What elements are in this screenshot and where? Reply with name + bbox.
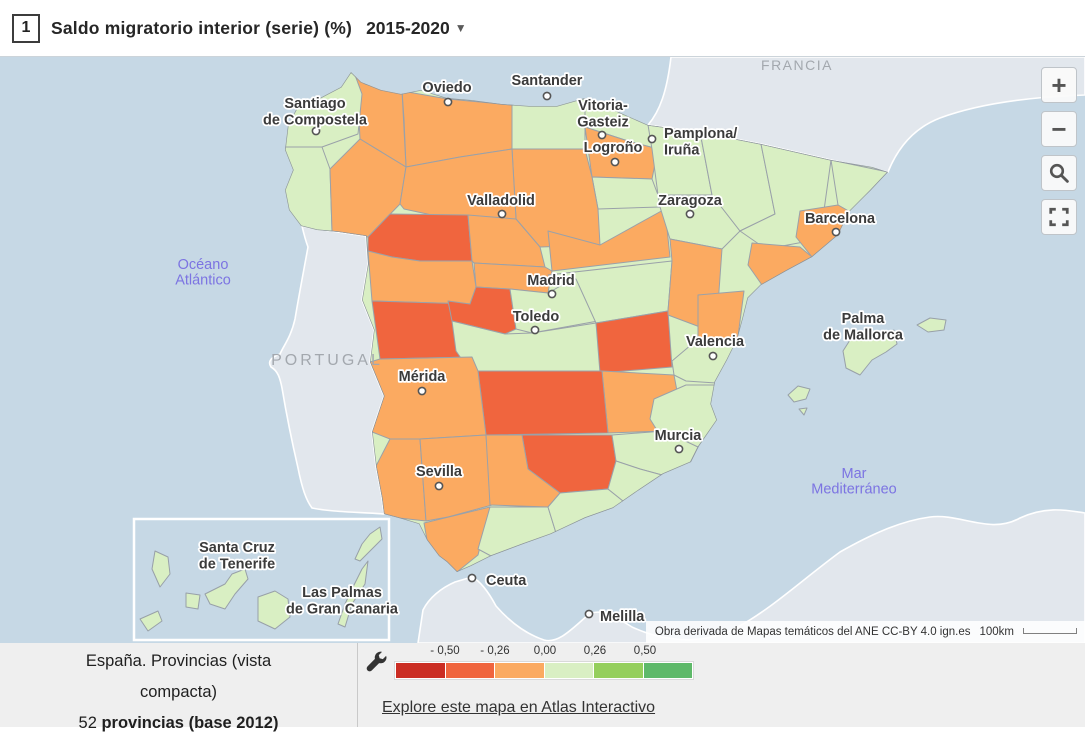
province-region[interactable] bbox=[547, 208, 671, 272]
legend-labels: - 0,50 - 0,26 0,00 0,26 0,50 bbox=[394, 645, 696, 659]
map-title: Saldo migratorio interior (serie) (%) bbox=[51, 17, 353, 38]
city-label: Las Palmas de Gran Canaria bbox=[286, 585, 399, 618]
city-labels: Santiago de Compostela Oviedo Santander Vito… bbox=[197, 71, 905, 627]
balearic-islands[interactable] bbox=[787, 317, 947, 416]
city-marker bbox=[530, 325, 540, 335]
province-region[interactable] bbox=[419, 434, 493, 522]
chevron-down-icon[interactable]: ▼ bbox=[454, 21, 467, 35]
city-marker bbox=[610, 157, 620, 167]
city-marker bbox=[311, 126, 321, 136]
city-marker bbox=[542, 91, 552, 101]
region-title: España. Provincias (vista compacta) bbox=[85, 652, 272, 701]
water-label: Mar Mediterráneo bbox=[811, 466, 896, 498]
legend-tick-label: 0,26 bbox=[583, 645, 607, 657]
map-canvas[interactable]: FRANCIA PORTUGAL Océano Atlántico Mar Mediter… bbox=[0, 57, 1085, 643]
region-summary: España. Provincias (vista compacta) 52 p… bbox=[0, 643, 358, 732]
portugal-land bbox=[268, 224, 385, 515]
province-region[interactable] bbox=[595, 310, 673, 374]
city-marker bbox=[467, 573, 477, 583]
search-zoom-button[interactable] bbox=[1041, 155, 1077, 191]
france-land bbox=[646, 57, 1085, 173]
legend-swatch bbox=[544, 663, 593, 678]
legend-tick-label: 0,00 bbox=[533, 645, 557, 657]
city-label: Palma de Mallorca bbox=[823, 311, 904, 344]
province-regions bbox=[285, 72, 888, 572]
city-marker bbox=[674, 444, 684, 454]
explore-atlas-link[interactable]: Explore este mapa en Atlas Interactivo bbox=[382, 699, 656, 716]
city-marker bbox=[597, 130, 607, 140]
map-legend: - 0,50 - 0,26 0,00 0,26 0,50 bbox=[394, 645, 696, 680]
zoom-out-button[interactable]: − bbox=[1041, 111, 1077, 147]
province-region[interactable] bbox=[477, 370, 609, 436]
city-marker bbox=[547, 289, 557, 299]
legend-swatches bbox=[394, 661, 694, 680]
attribution-text: Obra derivada de Mapas temáticos del ANE… bbox=[654, 626, 971, 638]
province-region[interactable] bbox=[591, 176, 661, 210]
city-label: Barcelona bbox=[805, 211, 876, 227]
canary-inset[interactable] bbox=[132, 517, 391, 642]
city-label: Santander bbox=[512, 73, 583, 89]
legend-swatch bbox=[594, 663, 643, 678]
period-selector[interactable]: 2015-2020 bbox=[366, 17, 450, 38]
city-label: Murcia bbox=[655, 428, 703, 444]
legend-tick-label: - 0,50 bbox=[430, 645, 460, 657]
city-label: Melilla bbox=[600, 609, 645, 625]
city-marker bbox=[647, 134, 657, 144]
city-label: Logroño bbox=[584, 140, 643, 156]
city-marker bbox=[497, 209, 507, 219]
city-marker bbox=[434, 481, 444, 491]
legend-swatch bbox=[445, 663, 494, 678]
wrench-icon[interactable] bbox=[364, 651, 389, 681]
zoom-in-button[interactable]: + bbox=[1041, 67, 1077, 103]
city-label: Zaragoza bbox=[658, 193, 723, 209]
map-header: 1 Saldo migratorio interior (serie) (%) … bbox=[0, 0, 1085, 57]
legend-swatch bbox=[396, 663, 445, 678]
city-label: Santiago de Compostela bbox=[263, 96, 368, 129]
city-label: Ceuta bbox=[486, 573, 527, 589]
city-markers bbox=[311, 91, 841, 619]
legend-tick-label: 0,50 bbox=[633, 645, 657, 657]
city-marker bbox=[708, 351, 718, 361]
search-icon bbox=[1049, 163, 1069, 183]
city-label: Vitoria-Gasteiz bbox=[577, 98, 629, 131]
city-label: Toledo bbox=[513, 309, 560, 325]
map-attribution: Obra derivada de Mapas temáticos del ANE… bbox=[645, 621, 1085, 643]
city-marker bbox=[443, 97, 453, 107]
legend-swatch bbox=[495, 663, 544, 678]
city-label: Sevilla bbox=[416, 464, 463, 480]
city-marker bbox=[584, 609, 594, 619]
city-label: Santa Cruz de Tenerife bbox=[199, 540, 275, 573]
country-label: FRANCIA bbox=[761, 57, 833, 73]
fullscreen-icon bbox=[1049, 207, 1069, 227]
info-panel: España. Provincias (vista compacta) 52 p… bbox=[0, 643, 1085, 732]
city-label: Mérida bbox=[399, 369, 447, 385]
legend-swatch bbox=[643, 663, 692, 678]
map-controls: + − bbox=[1041, 67, 1077, 235]
legend-tick-label: - 0,26 bbox=[480, 645, 510, 657]
city-label: Madrid bbox=[527, 273, 575, 289]
region-count: 52 provincias (base 2012) bbox=[78, 714, 279, 732]
water-label: Océano Atlántico bbox=[175, 257, 231, 289]
spain-coastline bbox=[285, 72, 888, 572]
city-marker bbox=[831, 227, 841, 237]
province-region[interactable] bbox=[367, 213, 473, 262]
map-index-badge: 1 bbox=[12, 13, 40, 43]
city-label: Oviedo bbox=[422, 80, 471, 96]
city-marker bbox=[685, 209, 695, 219]
city-marker bbox=[417, 386, 427, 396]
geo-labels: FRANCIA PORTUGAL Océano Atlántico Mar Mediter… bbox=[175, 57, 897, 498]
country-label: PORTUGAL bbox=[271, 352, 383, 369]
other-land bbox=[268, 57, 1085, 643]
city-label: Valladolid bbox=[467, 193, 535, 209]
legend-panel: - 0,50 - 0,26 0,00 0,26 0,50 Explore este ma… bbox=[358, 643, 1085, 727]
fullscreen-button[interactable] bbox=[1041, 199, 1077, 235]
city-label: Pamplona/Iruña bbox=[664, 126, 737, 159]
scale-label: 100km bbox=[979, 626, 1014, 638]
city-label: Valencia bbox=[686, 334, 745, 350]
scale-bar bbox=[1023, 628, 1077, 634]
